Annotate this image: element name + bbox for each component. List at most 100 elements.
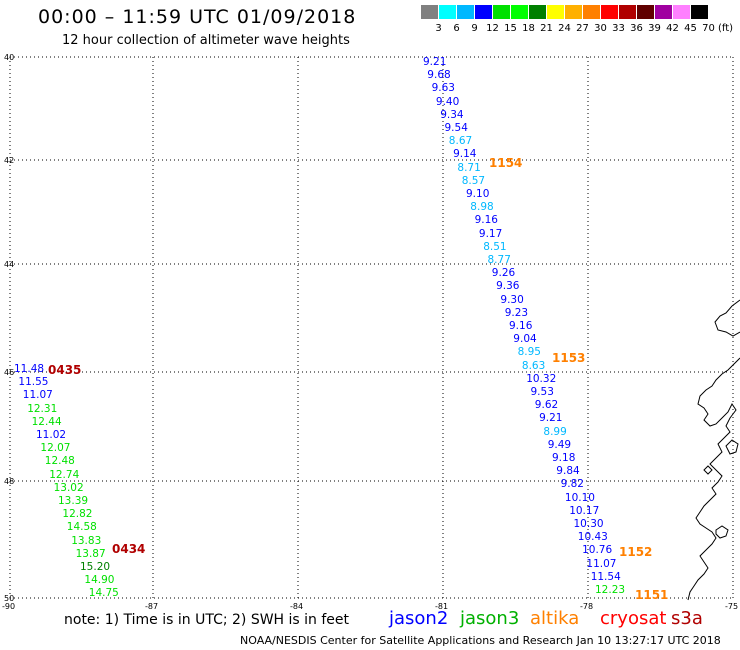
swh-value: 9.68 bbox=[427, 69, 451, 82]
swh-value: 10.32 bbox=[526, 372, 557, 385]
swh-value: 11.02 bbox=[36, 429, 67, 441]
swh-value: 9.14 bbox=[453, 148, 477, 161]
legend-label: 18 bbox=[522, 23, 535, 34]
graticule bbox=[9, 56, 734, 599]
legend-label: 33 bbox=[612, 23, 625, 34]
legend-label: 27 bbox=[576, 23, 589, 34]
swh-value: 9.84 bbox=[556, 465, 580, 478]
swh-value: 10.76 bbox=[582, 544, 613, 557]
swh-value: 9.18 bbox=[552, 452, 576, 464]
swh-value: 11.48 bbox=[14, 363, 45, 375]
swh-value: 9.21 bbox=[423, 56, 447, 68]
island-2 bbox=[725, 439, 739, 455]
swh-value: 11.54 bbox=[590, 570, 621, 583]
legend-label: 21 bbox=[540, 23, 553, 34]
swh-value: 13.02 bbox=[53, 481, 84, 494]
swh-value: 9.62 bbox=[534, 399, 559, 412]
swh-value: 12.74 bbox=[49, 468, 80, 481]
legend-label: 70 bbox=[702, 23, 715, 34]
swh-value: 15.20 bbox=[80, 561, 111, 573]
swh-value: 8.77 bbox=[487, 254, 511, 266]
longitude-label: -84 bbox=[290, 602, 304, 611]
swh-value: 10.17 bbox=[569, 504, 600, 517]
swh-value: 8.95 bbox=[517, 346, 541, 359]
swh-value: 8.98 bbox=[470, 201, 494, 214]
footer-credit: NOAA/NESDIS Center for Satellite Applica… bbox=[240, 634, 721, 647]
satellite-name-jason2: jason2 bbox=[389, 608, 449, 629]
swh-value: 10.10 bbox=[564, 491, 595, 504]
swh-value: 8.99 bbox=[543, 425, 567, 438]
swh-value: 13.87 bbox=[75, 547, 106, 560]
swh-value: 14.75 bbox=[88, 587, 119, 600]
legend-swatch bbox=[475, 5, 492, 19]
swh-value: 10.30 bbox=[573, 518, 604, 530]
latitude-label: 44 bbox=[4, 260, 15, 269]
page-subtitle: 12 hour collection of altimeter wave hei… bbox=[62, 33, 350, 48]
pass-time-label: 1153 bbox=[552, 351, 586, 365]
swh-value: 9.82 bbox=[560, 478, 584, 491]
swh-value: 9.26 bbox=[491, 267, 516, 280]
pass-time-label: 1151 bbox=[635, 588, 669, 602]
legend-swatch bbox=[529, 5, 546, 19]
swh-value: 9.34 bbox=[440, 108, 464, 121]
legend-label: 15 bbox=[504, 23, 517, 34]
swh-value: 9.10 bbox=[466, 188, 490, 200]
coastline-north bbox=[714, 299, 740, 337]
page-title: 00:00 – 11:59 UTC 01/09/2018 bbox=[38, 6, 357, 28]
latitude-label: 48 bbox=[4, 477, 15, 486]
legend-swatch bbox=[655, 5, 672, 19]
legend-label: 6 bbox=[453, 23, 460, 34]
longitude-label: -75 bbox=[725, 602, 739, 611]
satellite-name-jason3: jason3 bbox=[460, 608, 520, 629]
swh-value: 8.71 bbox=[457, 161, 481, 174]
swh-value: 8.57 bbox=[461, 174, 486, 187]
coastline-main bbox=[687, 357, 740, 601]
swh-value: 9.16 bbox=[474, 214, 498, 227]
legend-swatch bbox=[637, 5, 654, 19]
swh-value: 9.54 bbox=[444, 122, 468, 134]
longitude-label: -81 bbox=[435, 602, 449, 611]
swh-value: 9.49 bbox=[547, 438, 572, 451]
swh-value: 9.16 bbox=[509, 320, 533, 332]
pass-time-label: 1154 bbox=[489, 156, 523, 170]
legend-swatch bbox=[601, 5, 618, 19]
satellite-name-s3a: s3a bbox=[671, 608, 703, 629]
swh-value: 8.51 bbox=[483, 240, 507, 253]
swh-value: 12.82 bbox=[62, 508, 93, 521]
swh-value: 14.58 bbox=[66, 521, 97, 534]
latitude-label: 42 bbox=[4, 156, 15, 165]
swh-value: 9.23 bbox=[504, 306, 529, 319]
swh-value: 14.90 bbox=[84, 574, 115, 587]
swh-value: 9.21 bbox=[539, 412, 563, 425]
island-1 bbox=[715, 525, 729, 539]
swh-value: 12.23 bbox=[595, 584, 626, 596]
legend-swatch bbox=[673, 5, 690, 19]
swh-value: 9.17 bbox=[478, 227, 503, 240]
legend-label: 30 bbox=[594, 23, 607, 34]
swh-value: 12.31 bbox=[27, 402, 58, 415]
legend-swatch bbox=[565, 5, 582, 19]
legend-label: 3 bbox=[435, 23, 442, 34]
legend-label: 45 bbox=[684, 23, 697, 34]
swh-value: 9.36 bbox=[496, 280, 520, 293]
legend-label: 24 bbox=[558, 23, 571, 34]
longitude-label: -87 bbox=[145, 602, 159, 611]
pass-time-label: 0434 bbox=[112, 542, 146, 556]
legend-swatch bbox=[511, 5, 528, 19]
legend-swatch bbox=[457, 5, 474, 19]
swh-value: 12.44 bbox=[31, 415, 62, 428]
coastline bbox=[687, 299, 740, 601]
latitude-label: 40 bbox=[4, 53, 15, 62]
latitude-label: 46 bbox=[4, 368, 15, 377]
legend-label: 39 bbox=[648, 23, 661, 34]
latitude-label: 50 bbox=[4, 594, 15, 603]
legend-label: 9 bbox=[471, 23, 478, 34]
swh-value: 13.83 bbox=[71, 534, 102, 547]
swh-value: 9.30 bbox=[500, 293, 524, 306]
legend-label: (ft) bbox=[717, 23, 734, 34]
legend-swatch bbox=[619, 5, 636, 19]
legend-swatch bbox=[493, 5, 510, 19]
satellite-name-altika: altika bbox=[530, 608, 580, 629]
longitude-label: -90 bbox=[2, 602, 16, 611]
